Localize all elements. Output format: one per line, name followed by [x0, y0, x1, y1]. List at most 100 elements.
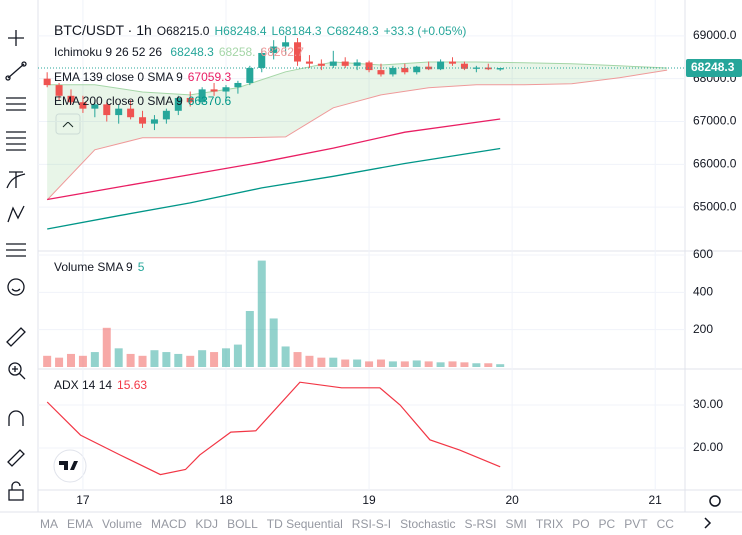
indicator-button[interactable]: S-RSI — [464, 517, 497, 531]
y-tick-label: 65000.0 — [693, 199, 737, 213]
indicator-button[interactable]: Volume — [102, 517, 143, 531]
candle-body — [341, 61, 349, 66]
candle-body — [329, 61, 337, 66]
indicator-button[interactable]: EMA — [67, 517, 94, 531]
indicator-value: 5 — [137, 260, 145, 274]
lock-draw-tool[interactable] — [7, 449, 25, 467]
volume-bar — [162, 352, 171, 367]
volume-bar — [198, 350, 207, 367]
candle-body — [210, 89, 218, 92]
indicator-name: EMA 139 close 0 SMA 9 — [54, 70, 183, 84]
x-tick-label: 19 — [362, 493, 376, 507]
volume-bar — [269, 318, 278, 367]
indicator-name: Ichimoku 9 26 52 26 — [54, 45, 163, 59]
y-tick-label: 30.00 — [693, 397, 723, 411]
volume-bar — [448, 361, 457, 367]
candle-body — [91, 104, 99, 109]
measure-tool[interactable] — [6, 243, 26, 257]
candle-body — [103, 104, 111, 116]
candle-body — [496, 68, 504, 70]
brush-tool[interactable] — [6, 173, 26, 189]
volume-bar — [496, 364, 505, 367]
volume-bar — [484, 363, 493, 367]
indicator-button[interactable]: RSI-S-I — [351, 517, 392, 531]
volume-bar — [412, 360, 421, 367]
y-tick-label: 67000.0 — [693, 114, 737, 128]
indicator-button[interactable]: KDJ — [195, 517, 219, 531]
price-legend: BTC/USDT · 1h O68215.0 H68248.4 L68184.3 C68… — [54, 22, 476, 38]
ohlc-value: L68184.3 — [271, 24, 322, 38]
candle-body — [79, 102, 87, 109]
indicator-button[interactable]: CC — [656, 517, 674, 531]
crosshair-tool[interactable] — [8, 30, 24, 46]
indicator-button[interactable]: TD Sequential — [266, 517, 343, 531]
ohlc-value: H68248.4 — [214, 24, 267, 38]
y-tick-label: 20.00 — [693, 440, 723, 454]
volume-bar — [329, 357, 338, 367]
magnet-tool[interactable] — [8, 410, 24, 426]
candle-body — [246, 67, 254, 83]
volume-bar — [460, 362, 469, 367]
ruler-tool[interactable] — [6, 327, 26, 347]
zoom-tool[interactable] — [8, 362, 26, 380]
indicator-button[interactable]: BOLL — [227, 517, 258, 531]
candle-body — [317, 63, 325, 66]
ema-legend: EMA 139 close 0 SMA 9 67059.3 — [54, 70, 236, 84]
line-tool[interactable] — [5, 61, 27, 81]
volume-bar — [186, 355, 195, 367]
candle-body — [198, 89, 206, 103]
lock-tool[interactable] — [8, 481, 24, 501]
volume-bar — [281, 346, 290, 367]
ohlc: O68215.0 H68248.4 L68184.3 C68248.3 +33.3 (+… — [157, 24, 472, 38]
indicator-button[interactable]: MACD — [151, 517, 187, 531]
text-tool[interactable] — [9, 171, 23, 188]
volume-bar — [138, 355, 147, 367]
candle-body — [437, 61, 445, 70]
indicator-button[interactable]: SMI — [505, 517, 527, 531]
ichimoku-legend: Ichimoku 9 26 52 26 68248.3 68258. 68262.7 — [54, 45, 309, 59]
candle-body — [294, 42, 302, 62]
indicator-bar: MA EMA Volume MACD KDJ BOLL TD Sequential RSI-S… — [40, 513, 690, 535]
scroll-right[interactable] — [704, 517, 712, 529]
volume-bar — [376, 359, 385, 367]
hline-tool[interactable] — [6, 97, 26, 111]
ema-line — [47, 118, 501, 201]
indicator-button[interactable]: Stochastic — [400, 517, 456, 531]
indicator-value: 66370.6 — [187, 94, 232, 108]
volume-bar — [388, 361, 397, 367]
volume-bar — [55, 357, 64, 367]
volume-bar — [43, 355, 52, 367]
volume-bar — [353, 359, 362, 367]
candle-body — [55, 85, 63, 96]
x-tick-label: 18 — [219, 493, 233, 507]
volume-bar — [90, 352, 99, 367]
volume-bar — [400, 361, 409, 367]
fib-tool[interactable] — [6, 131, 26, 151]
indicator-button[interactable]: PO — [572, 517, 590, 531]
indicator-button[interactable]: PC — [598, 517, 616, 531]
indicator-button[interactable]: PVT — [624, 517, 648, 531]
volume-bar — [365, 361, 374, 367]
indicator-button[interactable]: MA — [40, 517, 58, 531]
settings-button[interactable] — [709, 495, 721, 507]
candle-body — [115, 108, 123, 116]
candle-body — [305, 61, 313, 64]
x-tick-label: 17 — [76, 493, 90, 507]
ohlc-value: C68248.3 — [326, 24, 379, 38]
volume-bar — [305, 355, 314, 367]
x-tick-label: 20 — [505, 493, 519, 507]
volume-bar — [472, 363, 481, 367]
indicator-button[interactable]: TRIX — [535, 517, 564, 531]
volume-bar — [317, 357, 326, 367]
volume-bar — [78, 355, 87, 367]
pattern-tool[interactable] — [7, 205, 25, 223]
indicator-name: Volume SMA 9 — [54, 260, 133, 274]
collapse-button[interactable] — [55, 113, 81, 135]
volume-bar — [126, 353, 135, 367]
indicator-name: EMA 200 close 0 SMA 9 — [54, 94, 183, 108]
candle-body — [389, 67, 397, 75]
emoji-tool[interactable] — [7, 278, 25, 296]
candle-body — [162, 110, 170, 120]
volume-bar — [66, 353, 75, 367]
